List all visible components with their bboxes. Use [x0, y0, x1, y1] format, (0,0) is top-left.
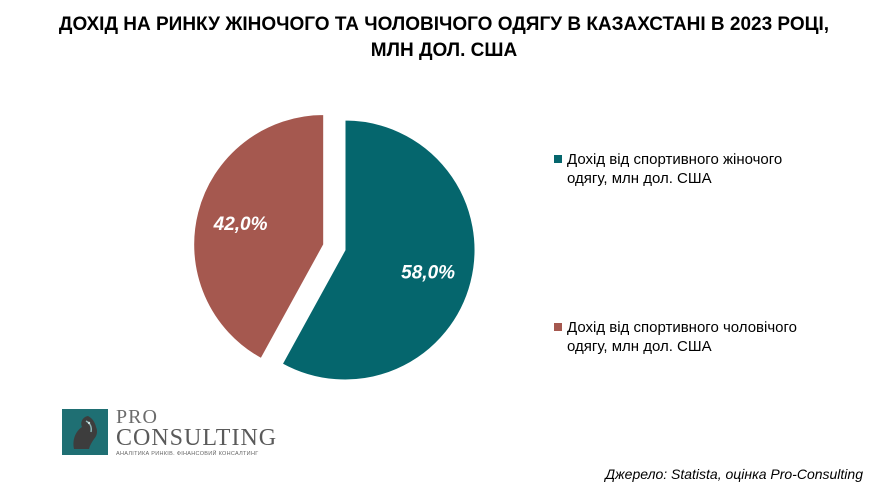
pie-slice-women — [281, 119, 476, 381]
chart-title: ДОХІД НА РИНКУ ЖІНОЧОГО ТА ЧОЛОВІЧОГО ОД… — [58, 14, 830, 61]
legend-label-men: Дохід від спортивного чоловічого одягу, … — [567, 319, 797, 355]
pro-consulting-logo: PRO CONSULTING АНАЛІТИКА РИНКІВ. ФІНАНСО… — [62, 406, 292, 459]
data-label-men: 42,0% — [213, 214, 268, 235]
data-label-women: 58,0% — [401, 262, 455, 283]
logo-tagline: АНАЛІТИКА РИНКІВ. ФІНАНСОВИЙ КОНСАЛТИНГ — [116, 451, 259, 457]
source-note: Джерело: Statista, оцінка Pro-Consulting — [605, 466, 863, 482]
horse-logo-icon — [62, 409, 108, 455]
legend-swatch-men — [554, 323, 562, 331]
logo-consulting-text: CONSULTING — [116, 425, 278, 451]
pie-chart: 58,0% 42,0% — [193, 114, 476, 381]
legend-swatch-women — [554, 155, 562, 163]
logo-pro-text: PRO — [116, 406, 158, 428]
legend-label-women: Дохід від спортивного жіночого одягу, мл… — [567, 151, 783, 187]
pie-slice-men — [193, 114, 325, 360]
